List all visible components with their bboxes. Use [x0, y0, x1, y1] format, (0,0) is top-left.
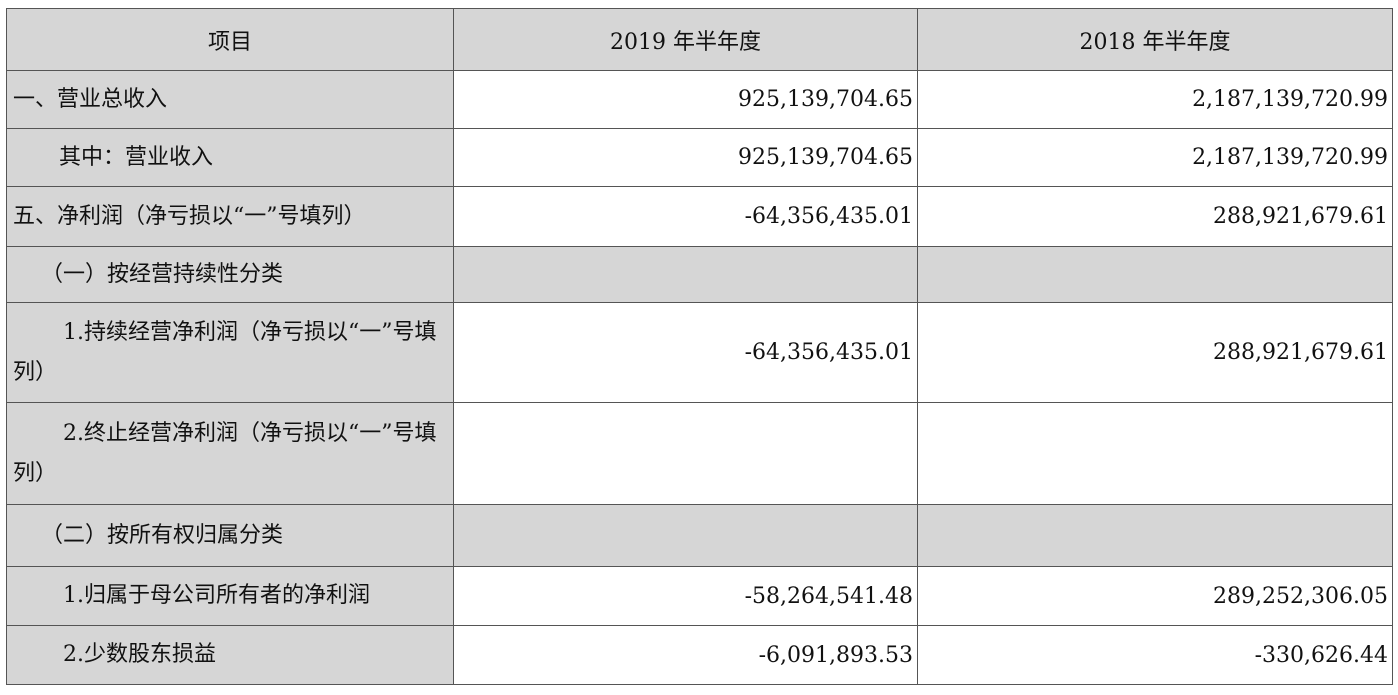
row-label: （一）按经营持续性分类: [6, 246, 454, 303]
header-item: 项目: [6, 8, 454, 71]
table-row: （二）按所有权归属分类: [6, 504, 1393, 567]
table-row: 其中：营业收入 925,139,704.65 2,187,139,720.99: [6, 128, 1393, 187]
value-2018: [917, 246, 1393, 303]
value-2019: [453, 402, 918, 505]
table-row: 1.持续经营净利润（净亏损以“一”号填列） -64,356,435.01 288…: [6, 302, 1393, 403]
value-2019: -64,356,435.01: [453, 186, 918, 247]
table-row: 2.少数股东损益 -6,091,893.53 -330,626.44: [6, 625, 1393, 685]
value-2019: -6,091,893.53: [453, 625, 918, 685]
value-2018: [917, 402, 1393, 505]
income-statement-table: 项目 2019 年半年度 2018 年半年度 一、营业总收入 925,139,7…: [6, 8, 1393, 685]
value-2018: [917, 504, 1393, 567]
header-2018: 2018 年半年度: [917, 8, 1393, 71]
table-row: 五、净利润（净亏损以“一”号填列） -64,356,435.01 288,921…: [6, 186, 1393, 247]
value-2019: -64,356,435.01: [453, 302, 918, 403]
value-2019: 925,139,704.65: [453, 70, 918, 129]
table-row: 2.终止经营净利润（净亏损以“一”号填列）: [6, 402, 1393, 505]
row-label: （二）按所有权归属分类: [6, 504, 454, 567]
table-row: 1.归属于母公司所有者的净利润 -58,264,541.48 289,252,3…: [6, 566, 1393, 626]
row-label: 一、营业总收入: [6, 70, 454, 129]
table-row: （一）按经营持续性分类: [6, 246, 1393, 303]
value-2019: 925,139,704.65: [453, 128, 918, 187]
value-2018: 289,252,306.05: [917, 566, 1393, 626]
row-label: 1.持续经营净利润（净亏损以“一”号填列）: [6, 302, 454, 403]
row-label: 2.少数股东损益: [6, 625, 454, 685]
value-2018: 288,921,679.61: [917, 302, 1393, 403]
row-label: 五、净利润（净亏损以“一”号填列）: [6, 186, 454, 247]
value-2018: 288,921,679.61: [917, 186, 1393, 247]
table-row: 一、营业总收入 925,139,704.65 2,187,139,720.99: [6, 70, 1393, 129]
row-label: 2.终止经营净利润（净亏损以“一”号填列）: [6, 402, 454, 505]
value-2019: [453, 504, 918, 567]
value-2018: 2,187,139,720.99: [917, 70, 1393, 129]
header-row: 项目 2019 年半年度 2018 年半年度: [6, 8, 1393, 71]
row-label: 1.归属于母公司所有者的净利润: [6, 566, 454, 626]
value-2019: -58,264,541.48: [453, 566, 918, 626]
value-2018: 2,187,139,720.99: [917, 128, 1393, 187]
row-label: 其中：营业收入: [6, 128, 454, 187]
header-2019: 2019 年半年度: [453, 8, 918, 71]
value-2019: [453, 246, 918, 303]
value-2018: -330,626.44: [917, 625, 1393, 685]
